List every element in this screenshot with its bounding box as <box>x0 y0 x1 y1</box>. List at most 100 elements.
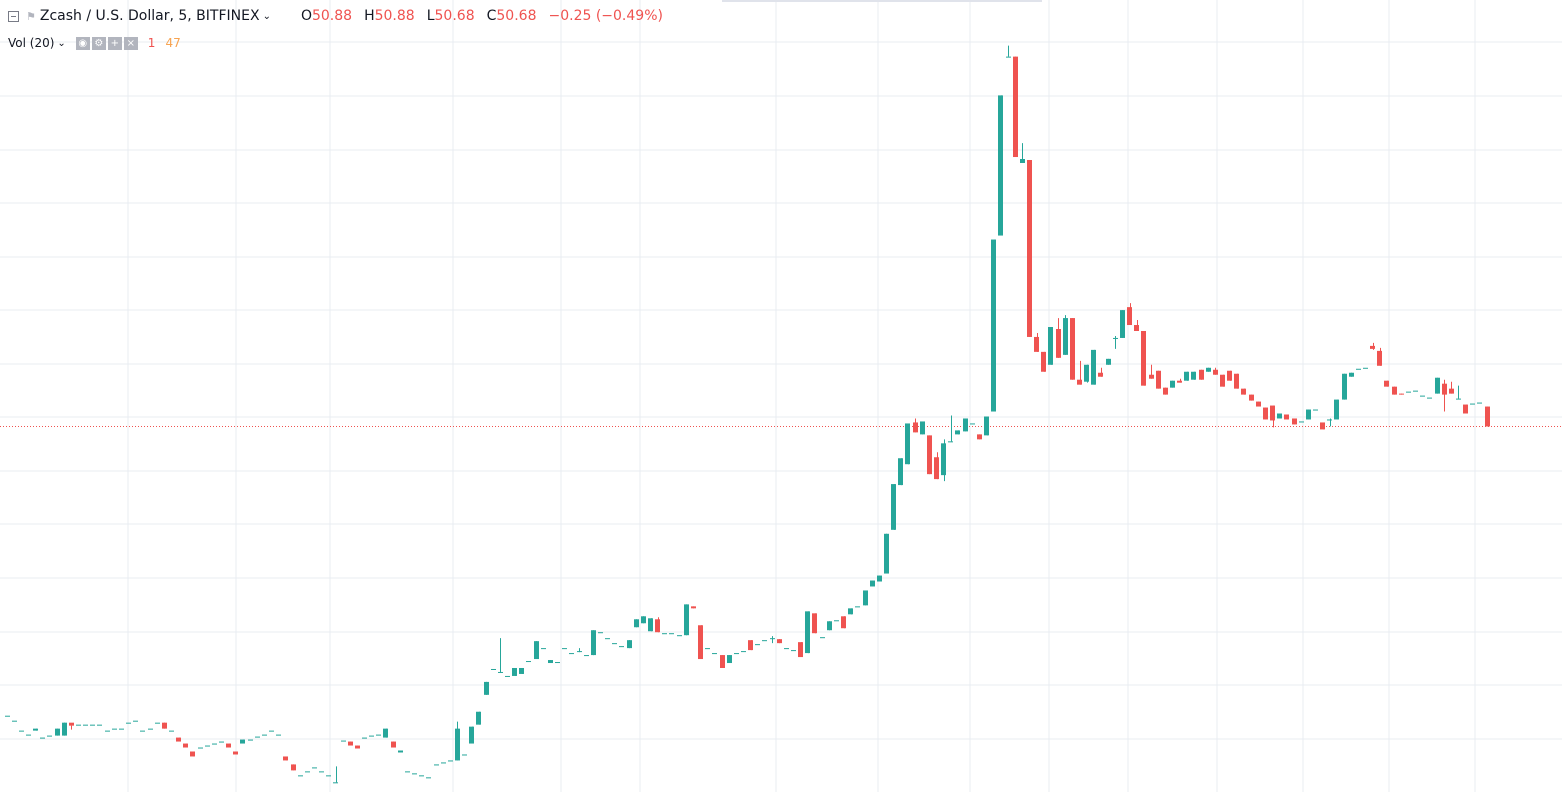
candle <box>920 421 925 435</box>
candle-body-up <box>519 667 524 674</box>
close-icon[interactable]: × <box>123 36 138 50</box>
candle-body-down <box>1384 380 1389 387</box>
candle-body-up <box>1120 310 1125 338</box>
candle-body-up <box>1113 337 1118 339</box>
candle-body-up <box>169 730 174 732</box>
candle <box>383 728 388 738</box>
candle <box>605 638 610 640</box>
candle-body-up <box>612 643 617 645</box>
candle-body-down <box>1292 418 1297 425</box>
candle <box>298 775 303 777</box>
gear-icon[interactable]: ⚙ <box>91 36 106 50</box>
candle-body-up <box>155 722 160 724</box>
candle-body-down <box>391 741 396 748</box>
candle-body-up <box>669 633 674 635</box>
candle-body-up <box>898 458 903 486</box>
candle-body-down <box>1392 386 1397 395</box>
candle <box>1020 143 1025 163</box>
candle-body-up <box>1334 399 1339 420</box>
candle <box>891 484 896 530</box>
flag-icon[interactable]: ⚑ <box>26 9 36 23</box>
candle <box>240 739 245 744</box>
symbol-title[interactable]: Zcash / U.S. Dollar, 5, BITFINEX <box>39 8 260 24</box>
plus-icon[interactable]: + <box>107 36 122 50</box>
candle-body-up <box>362 737 367 739</box>
candle-body-up <box>641 616 646 624</box>
candle <box>19 730 24 732</box>
candle-series <box>5 45 1490 784</box>
candle <box>1034 332 1039 352</box>
candle-body-up <box>484 681 489 695</box>
minus-square-icon[interactable] <box>8 10 19 22</box>
candle <box>219 741 224 743</box>
chevron-down-icon[interactable]: ⌄ <box>262 10 271 22</box>
candle <box>827 621 832 631</box>
candle <box>1306 409 1311 420</box>
candle-body-down <box>1213 369 1218 375</box>
candle-body-up <box>419 775 424 777</box>
candle-body-up <box>562 648 567 650</box>
candle-body-up <box>1306 409 1311 420</box>
candle <box>419 775 424 777</box>
candle <box>569 653 574 655</box>
candle <box>1006 45 1011 58</box>
candle-body-up <box>791 650 796 652</box>
candle-body-up <box>970 423 975 425</box>
candle-body-up <box>855 606 860 608</box>
candle <box>205 745 210 747</box>
candle <box>248 739 253 741</box>
candle-body-up <box>90 724 95 726</box>
candle-body-up <box>505 675 510 677</box>
candle-body-up <box>605 638 610 640</box>
candle-body-up <box>920 421 925 435</box>
candle-body-up <box>333 782 338 784</box>
candle-body-down <box>1070 318 1075 380</box>
candle <box>777 639 782 644</box>
candle <box>684 604 689 636</box>
candle-body-down <box>1377 350 1382 366</box>
candle-body-up <box>148 728 153 730</box>
candle <box>62 722 67 736</box>
candle-body-up <box>219 741 224 743</box>
candle-body-up <box>5 715 10 717</box>
candle-body-up <box>1206 367 1211 372</box>
candle <box>47 735 52 737</box>
eye-icon[interactable]: ◉ <box>75 36 90 50</box>
symbol-legend: ⚑ Zcash / U.S. Dollar, 5, BITFINEX ⌄ O50… <box>8 8 663 24</box>
ohlc-values: O50.88 H50.88 L50.68 C50.68 <box>301 8 537 24</box>
candle <box>1427 397 1432 399</box>
candle <box>1149 364 1154 379</box>
candle-body-down <box>1263 407 1268 420</box>
candle <box>462 754 467 756</box>
candle <box>1134 320 1139 331</box>
candle-body-up <box>755 644 760 646</box>
candle <box>1127 303 1132 326</box>
candle-body-up <box>305 771 310 773</box>
candle-body-up <box>1456 398 1461 400</box>
candle-body-up <box>1356 368 1361 370</box>
candle-body-up <box>1420 395 1425 397</box>
volume-title[interactable]: Vol (20) <box>8 36 55 50</box>
candle-body-up <box>941 443 946 476</box>
candle-body-up <box>955 430 960 435</box>
candle <box>884 533 889 574</box>
candle-body-down <box>934 457 939 480</box>
candle <box>1442 379 1447 412</box>
chevron-down-icon[interactable]: ⌄ <box>57 37 66 49</box>
toolbar-tab-edge <box>722 0 1042 2</box>
close-label: C <box>486 8 497 24</box>
candle-body-down <box>1127 307 1132 326</box>
candle <box>1098 367 1103 377</box>
candle-body-up <box>770 638 775 640</box>
candle-body-up <box>1106 358 1111 365</box>
candle-body-up <box>784 648 789 650</box>
candle <box>348 741 353 746</box>
candle <box>798 642 803 658</box>
candle <box>848 608 853 615</box>
candle <box>541 648 546 650</box>
candle-body-down <box>1034 336 1039 352</box>
candle <box>291 764 296 771</box>
candle-body-up <box>741 651 746 653</box>
candle-body-up <box>491 668 496 670</box>
